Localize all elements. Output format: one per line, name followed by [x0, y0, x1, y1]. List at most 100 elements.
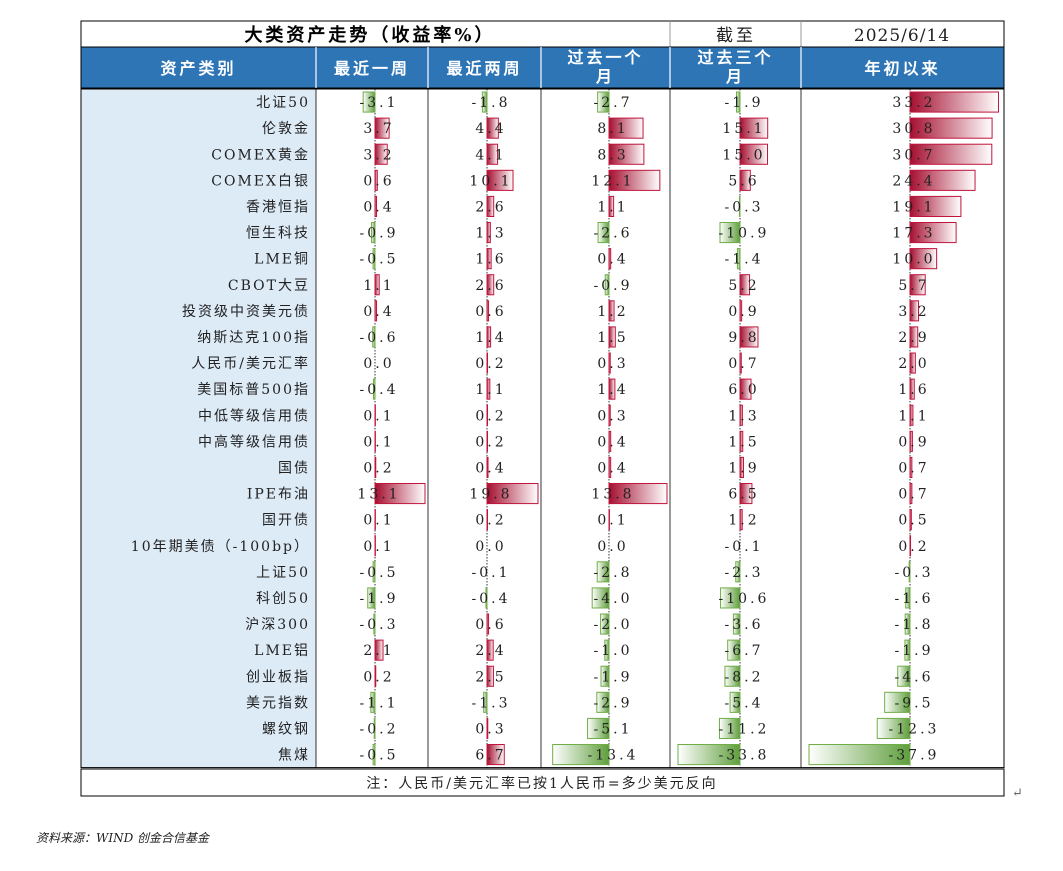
table-row: 螺纹钢 -0.2 0.3 -5.1 -11.2 -12.3 — [262, 718, 939, 738]
row-name: COMEX黄金 — [211, 146, 310, 163]
value-week2: 0.2 — [475, 513, 506, 529]
value-week1: -0.2 — [360, 721, 399, 737]
value-month3: -10.6 — [719, 591, 770, 607]
row-name: 北证50 — [256, 95, 310, 111]
value-month1: -1.0 — [594, 643, 633, 659]
value-month3: 15.1 — [722, 121, 765, 137]
value-ytd: -0.3 — [895, 565, 934, 581]
value-week2: 19.8 — [469, 487, 512, 503]
value-month1: -13.4 — [588, 748, 639, 764]
row-name: 国债 — [278, 460, 310, 476]
value-month1: 1.2 — [597, 304, 628, 320]
value-ytd: -12.3 — [889, 721, 940, 737]
value-month3: -11.2 — [719, 721, 770, 737]
value-week1: 0.2 — [363, 460, 394, 476]
value-week2: -1.3 — [472, 695, 511, 711]
value-week1: -0.5 — [360, 252, 399, 268]
value-week1: -0.3 — [360, 617, 399, 633]
value-ytd: 24.4 — [892, 173, 935, 189]
value-month3: 5.2 — [728, 278, 759, 294]
value-ytd: 30.8 — [892, 121, 935, 137]
value-week1: 0.1 — [363, 513, 394, 529]
value-month1: 13.8 — [591, 487, 634, 503]
value-week1: -0.4 — [360, 382, 399, 398]
value-week2: 0.0 — [475, 539, 506, 555]
value-week2: 0.2 — [475, 408, 506, 424]
value-ytd: 0.7 — [898, 460, 929, 476]
value-week2: 1.1 — [475, 382, 506, 398]
value-ytd: -9.5 — [895, 695, 934, 711]
value-week2: 2.4 — [475, 643, 506, 659]
column-header-row: 资产类别最近一周最近两周过去一个月过去三个月年初以来 — [81, 47, 1004, 88]
value-month3: 1.5 — [728, 434, 759, 450]
value-month3: 6.5 — [728, 487, 759, 503]
value-month3: 6.0 — [728, 382, 759, 398]
value-week2: 2.6 — [475, 199, 506, 215]
value-month3: 15.0 — [722, 147, 765, 163]
value-month3: 1.3 — [728, 408, 759, 424]
value-month1: -5.1 — [594, 721, 633, 737]
value-month3: 0.9 — [728, 304, 759, 320]
value-month1: 0.3 — [597, 356, 628, 372]
header-week1: 最近一周 — [334, 59, 410, 78]
value-week1: -3.1 — [360, 95, 399, 111]
row-name: 人民币/美元汇率 — [191, 355, 310, 372]
row-name: 恒生科技 — [246, 226, 310, 242]
value-week1: -1.9 — [360, 591, 399, 607]
row-name: 科创50 — [256, 591, 310, 607]
value-ytd: 1.1 — [898, 408, 929, 424]
row-name: 中低等级信用债 — [198, 407, 310, 424]
row-name: 投资级中资美元债 — [182, 304, 310, 320]
row-name: 10年期美债（-100bp） — [131, 539, 310, 555]
value-week2: 0.2 — [475, 356, 506, 372]
value-week2: 1.6 — [475, 252, 506, 268]
row-name: 伦敦金 — [262, 121, 310, 137]
value-week2: -1.8 — [472, 95, 511, 111]
value-month1: -0.9 — [594, 278, 633, 294]
value-month3: 9.8 — [728, 330, 759, 346]
value-month3: 1.9 — [728, 460, 759, 476]
value-week1: 0.4 — [363, 199, 394, 215]
value-month1: 0.1 — [597, 513, 628, 529]
value-ytd: 19.1 — [892, 199, 935, 215]
value-month1: 0.4 — [597, 252, 628, 268]
value-month1: 0.3 — [597, 408, 628, 424]
value-month1: -1.9 — [594, 669, 633, 685]
row-name: 螺纹钢 — [262, 721, 310, 737]
value-week2: 1.4 — [475, 330, 506, 346]
value-week1: 13.1 — [357, 487, 400, 503]
value-ytd: 30.7 — [892, 147, 935, 163]
value-month1: 1.4 — [597, 382, 628, 398]
value-month3: 0.7 — [728, 356, 759, 372]
value-ytd: 2.9 — [898, 330, 929, 346]
value-month1: -2.6 — [594, 226, 633, 242]
value-week2: 4.4 — [475, 121, 506, 137]
value-ytd: -1.8 — [895, 617, 934, 633]
row-name: 中高等级信用债 — [198, 433, 310, 450]
value-month3: 5.6 — [728, 173, 759, 189]
value-week2: 1.3 — [475, 226, 506, 242]
value-week1: -0.5 — [360, 748, 399, 764]
value-month3: -3.6 — [725, 617, 764, 633]
value-month1: 8.1 — [597, 121, 628, 137]
value-week1: 2.1 — [363, 643, 394, 659]
value-week1: -0.9 — [360, 226, 399, 242]
value-week2: 0.3 — [475, 721, 506, 737]
value-week1: 0.0 — [363, 356, 394, 372]
value-week2: 0.6 — [475, 617, 506, 633]
value-ytd: 2.0 — [898, 356, 929, 372]
row-name: 创业板指 — [246, 669, 310, 685]
value-week2: 0.2 — [475, 434, 506, 450]
value-month1: 0.4 — [597, 434, 628, 450]
value-week2: 4.1 — [475, 147, 506, 163]
value-week1: 0.2 — [363, 669, 394, 685]
